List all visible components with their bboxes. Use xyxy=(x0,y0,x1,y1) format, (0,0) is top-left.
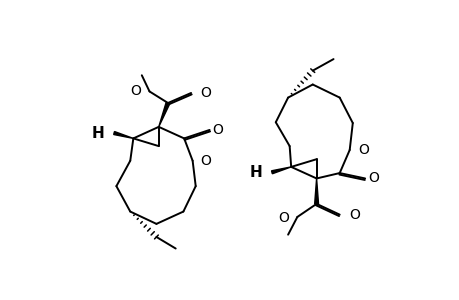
Polygon shape xyxy=(113,131,133,138)
Text: O: O xyxy=(130,84,141,98)
Text: H: H xyxy=(91,125,104,140)
Text: H: H xyxy=(249,165,261,180)
Text: O: O xyxy=(200,154,211,168)
Polygon shape xyxy=(158,102,169,127)
Text: O: O xyxy=(212,123,223,137)
Text: O: O xyxy=(367,172,378,185)
Text: O: O xyxy=(200,86,211,100)
Text: O: O xyxy=(358,143,368,157)
Text: O: O xyxy=(348,208,359,222)
Polygon shape xyxy=(314,178,318,204)
Text: O: O xyxy=(277,212,288,226)
Polygon shape xyxy=(271,167,291,174)
